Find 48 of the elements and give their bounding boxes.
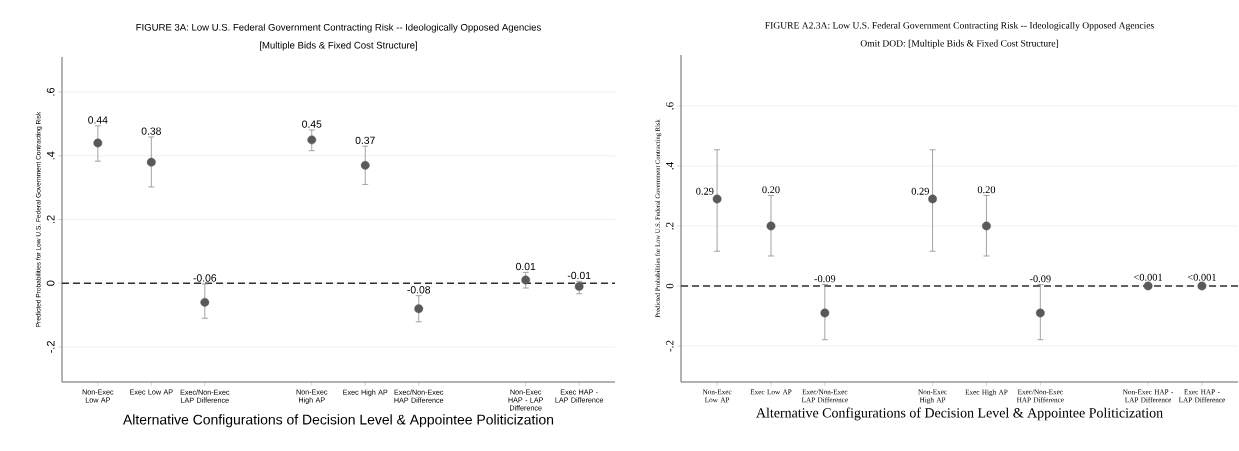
- point: [1197, 281, 1207, 291]
- y-tick-label: -.2: [666, 340, 674, 352]
- point: [360, 160, 370, 170]
- y-tick-label: .2: [46, 215, 55, 224]
- data-label: -0.01: [567, 271, 591, 280]
- point: [928, 194, 937, 204]
- point: [766, 221, 776, 231]
- y-tick-label: 0: [666, 283, 674, 289]
- chart-subtitle: Omit DOD: [Multiple Bids & Fixed Cost Structure]: [860, 39, 1059, 49]
- data-label: 0.29: [911, 187, 929, 195]
- y-tick-label: .4: [46, 151, 55, 160]
- data-label: -0.06: [193, 274, 217, 282]
- point: [574, 282, 584, 291]
- data-label: 0.45: [302, 120, 322, 128]
- y-tick-label: .6: [666, 102, 674, 110]
- x-axis-title: Alternative Configurations of Decision Level & Appointee Politicization: [756, 407, 1163, 421]
- data-label: 0.20: [762, 186, 780, 194]
- data-label: 0.01: [516, 262, 536, 271]
- point: [1035, 308, 1045, 318]
- data-label: 0.20: [977, 186, 996, 194]
- point: [820, 308, 830, 318]
- chart-subtitle: [Multiple Bids & Fixed Cost Structure]: [259, 41, 417, 51]
- data-label: -0.09: [1029, 275, 1051, 283]
- data-label: 0.38: [141, 127, 161, 135]
- data-label: <0.001: [1187, 273, 1216, 281]
- x-axis-title: Alternative Configurations of Decision Level & Appointee Politicization: [123, 414, 554, 428]
- data-label: <0.001: [1134, 273, 1163, 281]
- y-tick-label: .2: [666, 222, 674, 230]
- point: [146, 157, 156, 167]
- data-label: 0.29: [696, 187, 714, 195]
- point: [414, 304, 424, 314]
- y-tick-label: -.2: [46, 341, 55, 353]
- point: [521, 275, 531, 285]
- point: [1143, 281, 1153, 291]
- point: [200, 297, 210, 307]
- point: [307, 135, 317, 145]
- chart-title: FIGURE A2.3A: Low U.S. Federal Government Contracting Risk -- Ideologically Opposed Agencies: [765, 21, 1154, 31]
- data-label: 0.37: [355, 136, 375, 144]
- data-label: 0.44: [88, 116, 108, 124]
- data-label: -0.09: [814, 275, 836, 283]
- point: [982, 221, 991, 231]
- y-tick-label: .6: [46, 87, 55, 96]
- data-label: -0.08: [407, 286, 431, 294]
- point: [712, 194, 722, 204]
- point: [93, 138, 103, 148]
- y-tick-label: 0: [46, 280, 55, 286]
- chart-title: FIGURE 3A: Low U.S. Federal Government Contracting Risk -- Ideologically Opposed Agencies: [136, 23, 541, 33]
- y-tick-label: .4: [666, 162, 674, 170]
